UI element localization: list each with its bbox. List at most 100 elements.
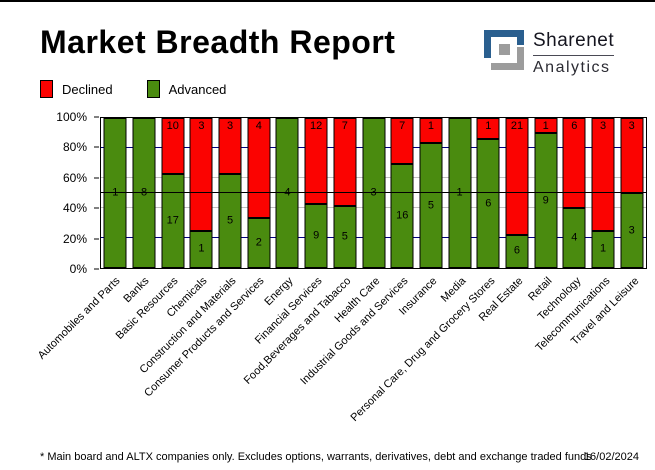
declined-segment: 4 bbox=[247, 118, 271, 218]
advanced-swatch bbox=[146, 80, 160, 98]
x-axis-labels: Automobiles and Parts Banks Basic Resource… bbox=[36, 272, 647, 447]
y-axis-label: 100% bbox=[56, 110, 87, 124]
y-axis-tick bbox=[94, 116, 99, 118]
logo-text: Sharenet Analytics bbox=[533, 30, 615, 77]
y-axis-tick bbox=[94, 238, 99, 240]
advanced-value-label: 8 bbox=[133, 187, 156, 200]
advanced-segment bbox=[189, 230, 213, 268]
advanced-value-label: 16 bbox=[396, 209, 409, 222]
declined-segment: 3 bbox=[218, 118, 242, 175]
declined-value-label: 4 bbox=[255, 120, 262, 132]
bar-slot: 21 6 bbox=[503, 118, 532, 268]
y-axis: 100% 80% 60% 40% 20% 0% bbox=[0, 110, 100, 276]
advanced-value-label: 5 bbox=[427, 199, 434, 211]
advanced-segment bbox=[448, 118, 472, 268]
declined-value-label: 10 bbox=[166, 120, 179, 133]
advanced-value-label: 17 bbox=[166, 214, 179, 227]
advanced-value-label: 4 bbox=[571, 231, 578, 244]
declined-value-label: 6 bbox=[571, 120, 578, 132]
declined-segment: 1 bbox=[476, 118, 500, 140]
bars-row: 18101731354241297537161511621619643133 bbox=[101, 118, 646, 268]
declined-segment: 1 bbox=[419, 118, 443, 143]
advanced-segment bbox=[534, 133, 558, 268]
legend: Declined Advanced bbox=[40, 80, 260, 98]
bar: 1 bbox=[103, 118, 127, 268]
advanced-value-label: 1 bbox=[599, 242, 607, 255]
sharenet-logo-icon bbox=[484, 30, 524, 70]
bar-slot: 3 bbox=[359, 118, 388, 268]
advanced-segment bbox=[247, 218, 271, 268]
declined-segment: 7 bbox=[333, 118, 357, 206]
advanced-segment bbox=[419, 143, 443, 268]
declined-segment: 6 bbox=[562, 118, 586, 208]
y-axis-tick bbox=[94, 177, 99, 179]
declined-label: Declined bbox=[62, 81, 113, 97]
declined-segment: 1 bbox=[534, 118, 558, 133]
advanced-label: Advanced bbox=[168, 81, 227, 97]
bar: 8 bbox=[132, 118, 156, 268]
footnote: * Main board and ALTX companies only. Ex… bbox=[40, 451, 592, 463]
declined-segment: 12 bbox=[304, 118, 328, 204]
advanced-segment bbox=[218, 174, 242, 268]
advanced-value-label: 1 bbox=[448, 187, 471, 200]
advanced-segment bbox=[333, 205, 357, 268]
legend-item-advanced: Advanced bbox=[146, 80, 227, 98]
logo-subtitle: Analytics bbox=[533, 59, 611, 76]
advanced-segment bbox=[103, 118, 127, 268]
advanced-value-label: 5 bbox=[227, 214, 234, 227]
declined-value-label: 1 bbox=[542, 120, 549, 132]
bar: 1 bbox=[448, 118, 472, 268]
advanced-value-label: 1 bbox=[198, 242, 205, 255]
declined-segment: 3 bbox=[620, 118, 644, 193]
declined-value-label: 3 bbox=[227, 120, 234, 132]
declined-value-label: 3 bbox=[599, 120, 607, 132]
bar: 10 17 bbox=[161, 118, 185, 268]
declined-segment: 21 bbox=[505, 118, 529, 235]
declined-segment: 3 bbox=[189, 118, 213, 231]
declined-value-label: 7 bbox=[399, 120, 406, 133]
declined-value-label: 12 bbox=[310, 120, 323, 133]
declined-segment: 10 bbox=[161, 118, 185, 174]
declined-value-label: 7 bbox=[341, 120, 348, 132]
advanced-value-label: 5 bbox=[341, 230, 348, 243]
fifty-percent-line bbox=[101, 192, 646, 193]
advanced-segment bbox=[620, 193, 644, 268]
advanced-segment bbox=[132, 118, 156, 268]
page-title: Market Breadth Report bbox=[40, 24, 396, 60]
declined-value-label: 21 bbox=[510, 120, 524, 133]
declined-value-label: 3 bbox=[198, 120, 205, 132]
declined-segment: 7 bbox=[390, 118, 414, 164]
advanced-segment bbox=[161, 173, 185, 268]
y-axis-tick bbox=[94, 207, 99, 209]
plot-area: 18101731354241297537161511621619643133 bbox=[100, 117, 647, 269]
logo-name: Sharenet bbox=[533, 30, 615, 56]
advanced-value-label: 3 bbox=[628, 224, 635, 236]
bar-slot: 12 9 bbox=[302, 118, 331, 268]
y-axis-tick bbox=[94, 268, 99, 270]
advanced-segment bbox=[304, 203, 328, 268]
advanced-value-label: 2 bbox=[255, 236, 262, 249]
bar: 4 bbox=[275, 118, 299, 268]
advanced-segment bbox=[476, 139, 500, 268]
y-axis-label: 60% bbox=[62, 170, 87, 185]
bar: 7 16 bbox=[390, 118, 414, 268]
y-axis-label: 80% bbox=[62, 140, 87, 155]
advanced-value-label: 1 bbox=[104, 187, 127, 200]
y-axis-label: 0% bbox=[69, 262, 87, 276]
bar-slot: 4 bbox=[273, 118, 302, 268]
y-axis-tick bbox=[94, 146, 99, 148]
